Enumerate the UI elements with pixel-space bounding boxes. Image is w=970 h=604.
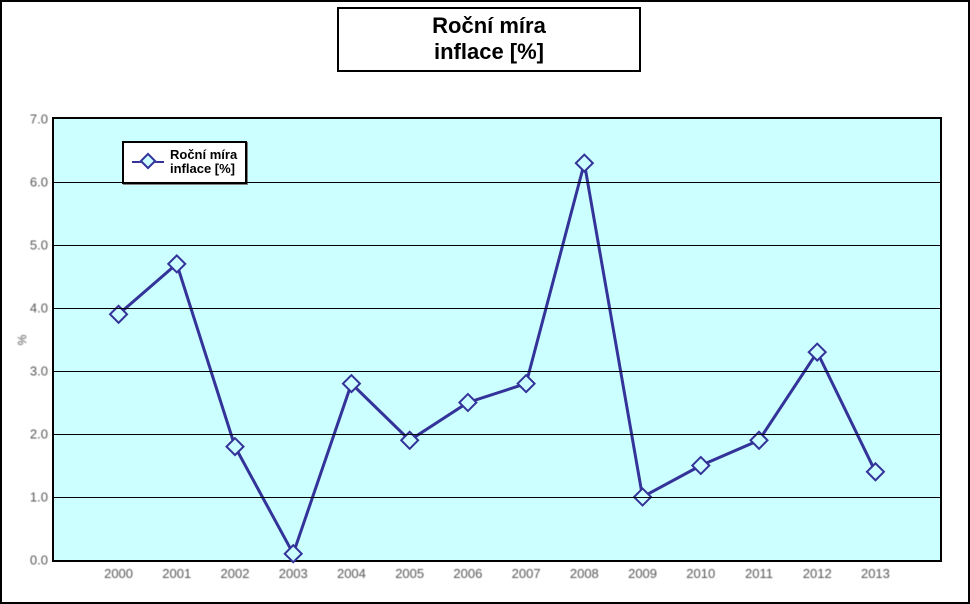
chart-title: Roční míra inflace [%] bbox=[337, 7, 641, 72]
ytick-label: 2.0 bbox=[30, 427, 48, 442]
xtick-label: 2010 bbox=[686, 566, 715, 581]
ytick-label: 1.0 bbox=[30, 490, 48, 505]
xtick-label: 2005 bbox=[395, 566, 424, 581]
series-line bbox=[119, 163, 876, 554]
xtick-label: 2001 bbox=[162, 566, 191, 581]
gridline bbox=[54, 497, 940, 498]
gridline bbox=[54, 371, 940, 372]
xtick-label: 2008 bbox=[570, 566, 599, 581]
data-marker bbox=[459, 394, 476, 411]
ytick-label: 0.0 bbox=[30, 553, 48, 568]
plot-area-wrap: % Roční míra inflace [%] 0.01.02.03.04.0… bbox=[52, 117, 942, 562]
line-series bbox=[54, 119, 940, 560]
xtick-label: 2003 bbox=[279, 566, 308, 581]
data-marker bbox=[867, 463, 884, 480]
ytick-label: 7.0 bbox=[30, 112, 48, 127]
data-marker bbox=[227, 438, 244, 455]
xtick-label: 2000 bbox=[104, 566, 133, 581]
chart-container: Roční míra inflace [%] % Roční míra infl… bbox=[0, 0, 970, 604]
title-line1: Roční míra bbox=[432, 13, 546, 38]
ytick-label: 5.0 bbox=[30, 238, 48, 253]
ytick-label: 6.0 bbox=[30, 175, 48, 190]
xtick-label: 2006 bbox=[453, 566, 482, 581]
y-axis-label: % bbox=[15, 334, 29, 345]
gridline bbox=[54, 245, 940, 246]
data-marker bbox=[809, 344, 826, 361]
xtick-label: 2004 bbox=[337, 566, 366, 581]
data-marker bbox=[576, 155, 593, 172]
xtick-label: 2012 bbox=[803, 566, 832, 581]
ytick-label: 4.0 bbox=[30, 301, 48, 316]
xtick-label: 2011 bbox=[745, 566, 773, 581]
data-marker bbox=[692, 457, 709, 474]
title-line2: inflace [%] bbox=[434, 39, 544, 64]
ytick-label: 3.0 bbox=[30, 364, 48, 379]
xtick-label: 2009 bbox=[628, 566, 657, 581]
xtick-label: 2013 bbox=[861, 566, 890, 581]
xtick-label: 2002 bbox=[221, 566, 250, 581]
gridline bbox=[54, 182, 940, 183]
data-marker bbox=[518, 375, 535, 392]
xtick-label: 2007 bbox=[512, 566, 541, 581]
data-marker bbox=[285, 545, 302, 562]
gridline bbox=[54, 434, 940, 435]
gridline bbox=[54, 308, 940, 309]
plot-area: Roční míra inflace [%] 0.01.02.03.04.05.… bbox=[52, 117, 942, 562]
